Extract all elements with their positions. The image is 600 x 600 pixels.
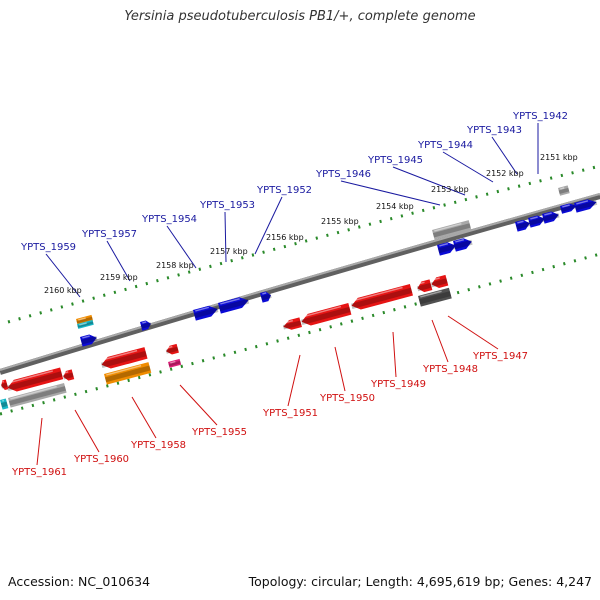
leader-line bbox=[392, 166, 466, 196]
forward-gene-label: YPTS_1959 bbox=[20, 242, 76, 253]
dark-feature bbox=[418, 287, 452, 307]
lower-tick-track bbox=[0, 252, 600, 416]
leader-line bbox=[166, 225, 197, 269]
leader-line bbox=[431, 319, 449, 363]
tick-labels: 2151 kbp 2152 kbp 2153 kbp 2154 kbp 2155 kbp… bbox=[44, 153, 578, 295]
leader-line bbox=[392, 331, 397, 378]
forward-gene bbox=[260, 291, 272, 303]
forward-gene bbox=[437, 242, 457, 256]
gene-labels: YPTS_1942 YPTS_1943 YPTS_1944 YPTS_1945 YPTS… bbox=[11, 111, 568, 478]
forward-gene-label: YPTS_1952 bbox=[256, 185, 312, 196]
leader-line bbox=[74, 409, 100, 453]
forward-gene bbox=[528, 215, 546, 228]
gray-feature bbox=[8, 382, 67, 408]
reverse-gene-label: YPTS_1958 bbox=[130, 440, 186, 451]
gene-features bbox=[0, 185, 598, 410]
reverse-gene-label: YPTS_1949 bbox=[370, 379, 426, 390]
leader-line bbox=[491, 136, 518, 175]
forward-gene bbox=[515, 219, 531, 232]
tick-label: 2154 kbp bbox=[376, 202, 414, 211]
forward-gene-label: YPTS_1942 bbox=[512, 111, 568, 122]
cyan-feature bbox=[77, 319, 94, 329]
tick-label: 2152 kbp bbox=[486, 169, 524, 178]
leader-line bbox=[287, 354, 301, 407]
leader-line bbox=[224, 211, 227, 263]
orange-feature bbox=[104, 362, 152, 385]
forward-gene bbox=[542, 211, 560, 224]
forward-gene-label: YPTS_1954 bbox=[141, 214, 197, 225]
leader-line bbox=[447, 315, 499, 350]
genome-summary-text: Topology: circular; Length: 4,695,619 bp… bbox=[248, 574, 592, 589]
tick-label: 2157 kbp bbox=[210, 247, 248, 256]
reverse-gene-label: YPTS_1960 bbox=[73, 454, 129, 465]
leader-line bbox=[254, 196, 283, 255]
reverse-gene bbox=[282, 317, 302, 330]
reverse-gene bbox=[165, 343, 179, 355]
tick-label: 2160 kbp bbox=[44, 286, 82, 295]
tick-label: 2155 kbp bbox=[321, 217, 359, 226]
genome-backbone bbox=[0, 193, 600, 375]
leader-line bbox=[340, 180, 441, 206]
reverse-gene-label: YPTS_1947 bbox=[472, 351, 528, 362]
leader-line bbox=[45, 253, 81, 298]
accession-text: Accession: NC_010634 bbox=[8, 574, 151, 589]
leader-line bbox=[179, 384, 218, 426]
reverse-gene bbox=[430, 274, 449, 288]
reverse-gene bbox=[0, 379, 9, 391]
forward-gene-label: YPTS_1953 bbox=[199, 200, 255, 211]
leader-line bbox=[36, 417, 43, 466]
forward-gene bbox=[574, 199, 598, 213]
forward-gene bbox=[453, 238, 473, 252]
leader-line bbox=[334, 346, 346, 392]
tick-tracks bbox=[0, 164, 600, 416]
forward-gene bbox=[80, 334, 98, 347]
forward-gene-label: YPTS_1957 bbox=[81, 229, 137, 240]
reverse-gene-label: YPTS_1961 bbox=[11, 467, 67, 478]
forward-gene bbox=[140, 320, 152, 331]
tick-label: 2151 kbp bbox=[540, 153, 578, 162]
tick-label: 2158 kbp bbox=[156, 261, 194, 270]
tick-label: 2153 kbp bbox=[431, 185, 469, 194]
tick-label: 2156 kbp bbox=[266, 233, 304, 242]
leader-line bbox=[442, 151, 494, 183]
reverse-gene-label: YPTS_1950 bbox=[319, 393, 375, 404]
leader-line bbox=[106, 240, 131, 282]
forward-gene-label: YPTS_1945 bbox=[367, 155, 423, 166]
tick-label: 2159 kbp bbox=[100, 273, 138, 282]
reverse-gene-label: YPTS_1948 bbox=[422, 364, 478, 375]
gray-feature bbox=[432, 220, 472, 240]
reverse-gene bbox=[101, 347, 148, 369]
forward-gene-label: YPTS_1946 bbox=[315, 169, 371, 180]
reverse-gene bbox=[301, 303, 352, 326]
reverse-gene-label: YPTS_1951 bbox=[262, 408, 318, 419]
forward-gene bbox=[218, 297, 250, 314]
cyan-feature bbox=[0, 398, 9, 410]
reverse-gene bbox=[351, 283, 413, 310]
forward-gene bbox=[193, 305, 219, 321]
forward-gene-label: YPTS_1943 bbox=[466, 125, 522, 136]
map-title: Yersinia pseudotuberculosis PB1/+, compl… bbox=[124, 9, 476, 24]
reverse-gene-label: YPTS_1955 bbox=[191, 427, 247, 438]
reverse-gene bbox=[62, 369, 75, 381]
forward-gene bbox=[560, 203, 578, 214]
label-leader-lines bbox=[36, 123, 539, 466]
leader-line bbox=[131, 396, 157, 439]
forward-gene-label: YPTS_1944 bbox=[417, 140, 473, 151]
orange-feature bbox=[76, 314, 94, 325]
reverse-gene bbox=[7, 367, 64, 392]
reverse-gene bbox=[416, 279, 433, 293]
gray-feature bbox=[558, 185, 570, 196]
magenta-feature bbox=[168, 358, 182, 368]
